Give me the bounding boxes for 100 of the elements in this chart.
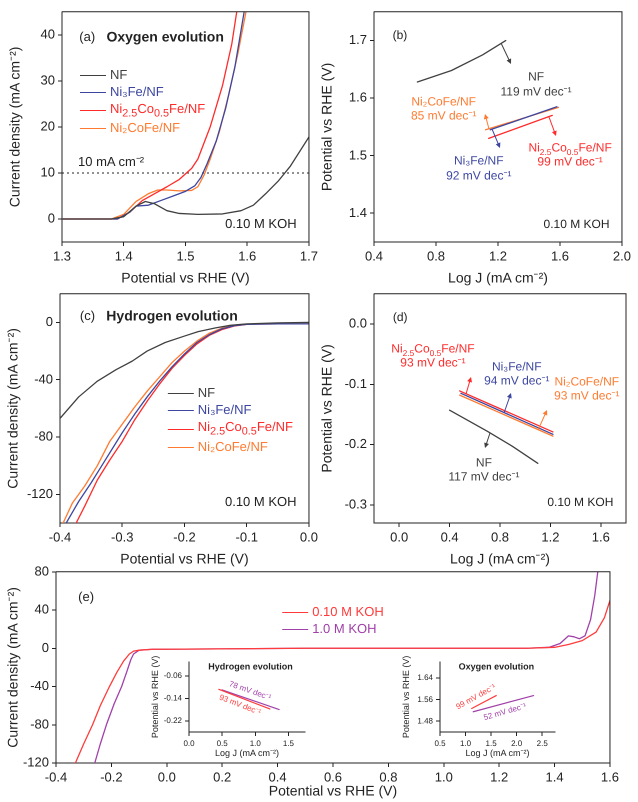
y-tick-label: 40 (34, 602, 49, 617)
x-tick-label: 1.5 (176, 248, 195, 264)
y-axis-title: Potential vs RHE (V) (150, 656, 160, 738)
x-tick-label: -0.4 (44, 769, 68, 784)
x-tick-label: 2.0 (511, 739, 523, 748)
y-tick-label: 1.4 (348, 204, 367, 220)
y-tick-label: -0.22 (164, 716, 183, 725)
y-axis-title: Potential vs RHE (V) (318, 62, 334, 192)
x-tick-label: -0.3 (111, 529, 134, 544)
x-tick-label: 1.5 (282, 739, 295, 748)
annotation: Ni₃Fe/NF 92 mV dec⁻¹ (446, 154, 512, 183)
annotation: Ni₃Fe/NF 94 mV dec⁻¹ (484, 359, 550, 388)
x-tick-label: 2.0 (612, 248, 632, 264)
x-axis-title: Potential vs RHE (V) (268, 782, 398, 798)
x-tick-label: -0.4 (48, 529, 72, 544)
x-tick-label: 2.5 (536, 739, 548, 748)
x-tick-label: 1.4 (114, 248, 133, 264)
annotation: NF 119 mV dec⁻¹ (500, 70, 572, 99)
y-tick-label: 0 (46, 314, 53, 330)
y-tick-label: 40 (40, 26, 55, 42)
y-tick-label: -0.2 (344, 436, 367, 452)
x-tick-label: 0.0 (183, 739, 196, 748)
legend-label: Ni$_{2.5}$Co$_{0.5}$Fe/NF (198, 419, 293, 439)
y-tick-label: -120 (22, 754, 49, 770)
y-tick-label: 1.64 (417, 673, 434, 682)
x-tick-label: 0.8 (490, 529, 510, 544)
y-tick-label: 0.0 (348, 316, 367, 331)
y-tick-label: 1.5 (348, 147, 367, 162)
ref-line-label: 10 mA cm⁻² (78, 154, 144, 170)
y-tick-label: -40 (34, 371, 53, 386)
x-axis-title: Potential vs RHE (V) (121, 269, 250, 286)
annotation: Ni₂CoFe/NF 93 mV dec⁻¹ (554, 374, 620, 403)
x-tick-label: 1.2 (488, 248, 508, 264)
x-tick-label: -0.1 (236, 529, 258, 544)
y-tick-label: 0 (48, 210, 55, 226)
legend-label: Ni₃Fe/NF (198, 402, 252, 420)
y-tick-label: -80 (30, 716, 49, 732)
y-tick-label: -0.06 (164, 671, 183, 680)
annotation: (d) (392, 310, 408, 324)
legend-label: 1.0 M KOH (312, 621, 376, 638)
annotation: Ni$_{2.5}$Co$_{0.5}$Fe/NF 93 mV dec⁻¹ (391, 341, 475, 370)
x-tick-label: 0.4 (364, 248, 384, 264)
legend-label: Ni₂CoFe/NF (110, 120, 180, 138)
x-tick-label: 0.5 (434, 739, 446, 748)
y-axis-title: Current density (mA cm⁻²) (4, 587, 20, 748)
x-tick-label: 1.5 (486, 739, 498, 748)
y-axis-title: Current density (mA cm⁻²) (4, 328, 20, 489)
legend-label: NF (198, 385, 216, 402)
chart-title: Hydrogen evolution (208, 662, 293, 673)
y-axis-title: Current density (mA cm⁻²) (6, 46, 22, 208)
legend-label: NF (110, 67, 128, 84)
x-axis-title: Log J (mA cm⁻²) (450, 550, 550, 566)
annotation: (b) (392, 28, 408, 42)
x-tick-label: 1.0 (250, 739, 262, 748)
y-tick-label: -40 (30, 678, 49, 694)
y-tick-label: 20 (40, 118, 55, 134)
x-axis-title: Potential vs RHE (V) (120, 550, 249, 566)
x-tick-label: 0.0 (300, 529, 318, 544)
x-tick-label: 1.2 (490, 769, 508, 784)
y-axis-title: Potential vs RHE (V) (318, 344, 334, 473)
chart-title: Oxygen evolution (458, 662, 534, 673)
x-tick-label: 0.2 (213, 769, 232, 784)
annotation: Ni$_{2.5}$Co$_{0.5}$Fe/NF 99 mV dec⁻¹ (528, 140, 612, 169)
annotation: (c) (80, 308, 96, 324)
annotation: 0.10 M KOH (547, 495, 614, 510)
y-tick-label: -0.1 (344, 376, 367, 391)
y-tick-label: -80 (34, 428, 53, 444)
annotation: (e) (78, 588, 94, 604)
x-tick-label: 1.6 (592, 529, 610, 544)
annotation: (a) (79, 29, 96, 45)
x-axis-title: Log J (mA cm⁻²) (465, 748, 530, 758)
x-tick-label: 0.8 (426, 248, 446, 264)
x-tick-label: 0.6 (324, 769, 342, 784)
y-tick-label: 1.56 (417, 694, 434, 704)
text: Oxygen evolution (106, 28, 224, 46)
x-tick-label: 0.5 (216, 739, 228, 748)
x-tick-label: 0.8 (379, 769, 398, 784)
x-axis-title: Log J (mA cm⁻²) (214, 748, 280, 758)
x-tick-label: 0.4 (268, 769, 287, 784)
annotation: 0.10 M KOH (544, 216, 610, 231)
y-tick-label: 10 (40, 164, 55, 180)
y-tick-label: 1.6 (348, 90, 367, 105)
x-tick-label: 1.0 (460, 739, 472, 748)
x-tick-label: 1.7 (300, 248, 318, 264)
y-tick-label: -0.14 (164, 694, 183, 703)
y-tick-label: -120 (26, 486, 53, 501)
legend-label: Ni₂CoFe/NF (198, 438, 268, 456)
y-tick-label: 80 (34, 563, 49, 578)
text: Hydrogen evolution (106, 307, 238, 324)
y-tick-label: 30 (40, 72, 55, 88)
x-tick-label: 0.0 (390, 529, 408, 544)
x-tick-label: 1.2 (541, 529, 560, 544)
legend-label: Ni$_{2.5}$Co$_{0.5}$Fe/NF (110, 100, 206, 120)
x-tick-label: 1.6 (550, 248, 570, 264)
x-axis-title: Log J (mA cm⁻²) (448, 269, 548, 286)
y-tick-label: -0.3 (344, 496, 367, 512)
annotation: Ni₂CoFe/NF 85 mV dec⁻¹ (410, 94, 476, 124)
legend-label: 0.10 M KOH (312, 604, 384, 622)
x-tick-label: 1.6 (238, 248, 256, 264)
x-tick-label: -0.2 (173, 529, 196, 544)
